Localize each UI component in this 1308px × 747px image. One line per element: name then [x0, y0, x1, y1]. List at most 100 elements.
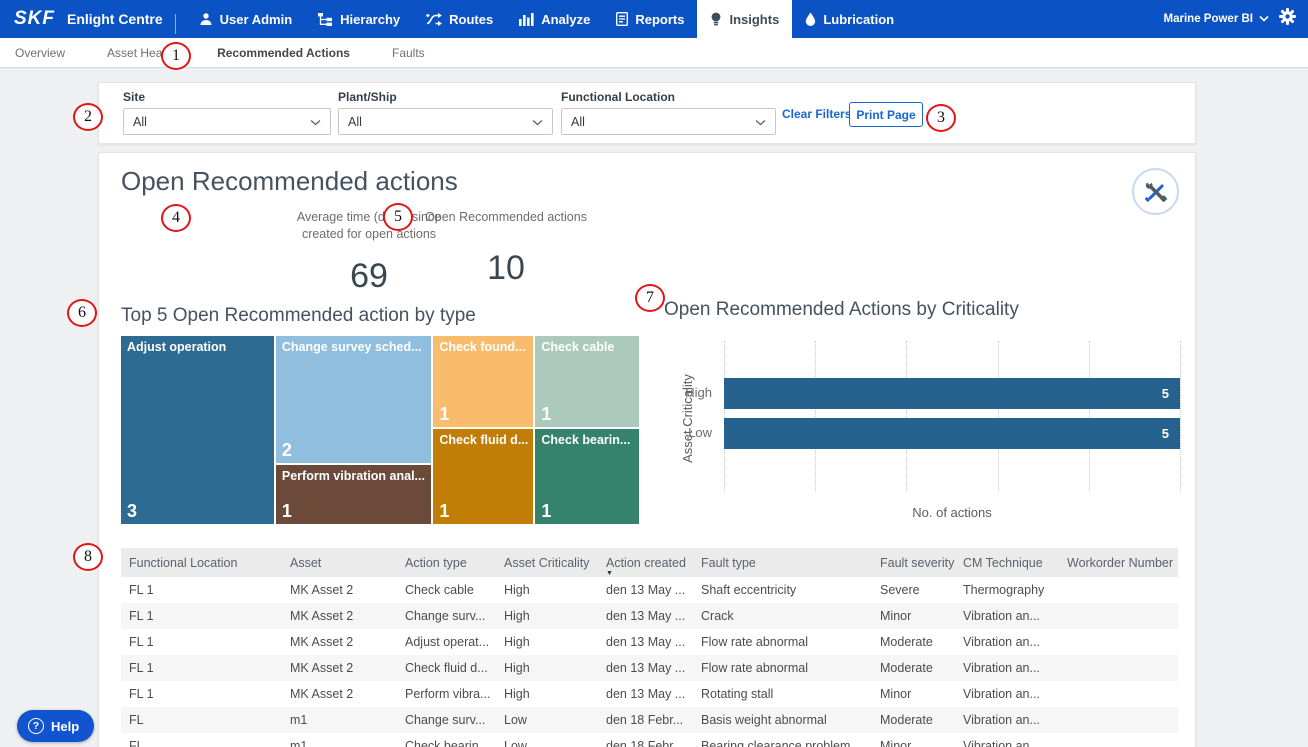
- treemap-block-check-bearin[interactable]: Check bearin...1: [535, 429, 639, 524]
- treemap-block-check-found[interactable]: Check found...1: [433, 336, 533, 427]
- bar-high[interactable]: 5: [724, 378, 1180, 409]
- help-button[interactable]: ? Help: [17, 710, 94, 742]
- tab-recommended-actions[interactable]: Recommended Actions: [203, 46, 364, 60]
- chevron-down-icon: [1259, 13, 1269, 25]
- kpi-open-actions-value: 10: [391, 249, 621, 288]
- table-cell: [1059, 733, 1178, 747]
- nav-divider: [175, 14, 176, 34]
- table-cell: den 13 May ...: [598, 655, 693, 681]
- treemap-block-perform-vibration-anal[interactable]: Perform vibration anal...1: [276, 465, 431, 524]
- column-header-action-created[interactable]: Action created▼: [598, 548, 693, 577]
- plant-ship-filter-select[interactable]: All: [338, 108, 553, 135]
- table-cell: Low: [496, 707, 598, 733]
- table-row[interactable]: FL 1MK Asset 2Check cableHighden 13 May …: [121, 577, 1178, 603]
- table-cell: Minor: [872, 681, 955, 707]
- table-cell: FL 1: [121, 629, 282, 655]
- table-row[interactable]: FL 1MK Asset 2Adjust operat...Highden 13…: [121, 629, 1178, 655]
- open-recommended-actions-panel: Open Recommended actions Average time (d…: [98, 152, 1196, 747]
- nav-item-lubrication[interactable]: Lubrication: [792, 0, 907, 38]
- table-row[interactable]: FL 1MK Asset 2Change surv...Highden 13 M…: [121, 603, 1178, 629]
- question-mark-icon: ?: [28, 718, 44, 734]
- functional-location-filter-label: Functional Location: [561, 90, 675, 104]
- table-cell: Basis weight abnormal: [693, 707, 872, 733]
- table-cell: Check fluid d...: [397, 655, 496, 681]
- table-cell: MK Asset 2: [282, 603, 397, 629]
- table-cell: Check bearin...: [397, 733, 496, 747]
- column-header-action-type[interactable]: Action type: [397, 548, 496, 577]
- column-header-asset-criticality[interactable]: Asset Criticality: [496, 548, 598, 577]
- treemap-block-label: Change survey sched...: [282, 340, 427, 354]
- nav-menu: User Admin HierarchyRoutesAnalyzeReports I…: [186, 0, 907, 38]
- nav-item-label: User Admin: [220, 12, 292, 27]
- brand-area: SKF Enlight Centre: [0, 0, 186, 38]
- annotation-circle-2: 2: [73, 103, 103, 131]
- column-header-functional-location[interactable]: Functional Location: [121, 548, 282, 577]
- table-cell: m1: [282, 733, 397, 747]
- annotation-circle-8: 8: [73, 543, 103, 571]
- treemap-block-change-survey-sched[interactable]: Change survey sched... 2: [276, 336, 431, 463]
- table-row[interactable]: FLm1Check bearin...Lowden 18 Febr...Bear…: [121, 733, 1178, 747]
- treemap-block-value: 1: [439, 501, 449, 522]
- table-cell: Vibration an...: [955, 629, 1059, 655]
- treemap-block-check-cable[interactable]: Check cable1: [535, 336, 639, 427]
- table-row[interactable]: FLm1Change surv...Lowden 18 Febr...Basis…: [121, 707, 1178, 733]
- table-cell: Rotating stall: [693, 681, 872, 707]
- user-icon: [199, 12, 213, 26]
- tab-overview[interactable]: Overview: [1, 46, 79, 60]
- column-header-fault-severity[interactable]: Fault severity: [872, 548, 955, 577]
- help-label: Help: [51, 719, 79, 734]
- clear-filters-link[interactable]: Clear Filters: [782, 96, 851, 132]
- column-header-asset[interactable]: Asset: [282, 548, 397, 577]
- table-cell: Vibration an...: [955, 603, 1059, 629]
- barchart-plot: 5High5Low: [724, 341, 1180, 491]
- page-title: Open Recommended actions: [121, 166, 458, 197]
- gear-icon[interactable]: [1279, 8, 1296, 30]
- table-cell: Thermography: [955, 577, 1059, 603]
- table-header-row: Functional LocationAssetAction typeAsset…: [121, 548, 1178, 577]
- table-cell: High: [496, 603, 598, 629]
- treemap-block-value: 1: [439, 404, 449, 425]
- table-cell: Moderate: [872, 707, 955, 733]
- tab-faults[interactable]: Faults: [378, 46, 439, 60]
- nav-item-routes[interactable]: Routes: [413, 0, 506, 38]
- treemap-title: Top 5 Open Recommended action by type: [121, 305, 476, 327]
- table-row[interactable]: FL 1MK Asset 2Check fluid d...Highden 13…: [121, 655, 1178, 681]
- table-cell: FL 1: [121, 577, 282, 603]
- print-page-button[interactable]: Print Page: [849, 102, 923, 127]
- bar-low[interactable]: 5: [724, 418, 1180, 449]
- treemap-block-adjust-operation[interactable]: Adjust operation3: [121, 336, 274, 524]
- routes-icon: [426, 13, 442, 26]
- functional-location-filter-select[interactable]: All: [561, 108, 776, 135]
- table-row[interactable]: FL 1MK Asset 2Perform vibra...Highden 13…: [121, 681, 1178, 707]
- nav-item-insights[interactable]: Insights: [697, 0, 792, 38]
- nav-item-label: Insights: [729, 12, 779, 27]
- treemap-block-value: 1: [282, 501, 292, 522]
- app-title: Enlight Centre: [67, 11, 163, 27]
- kpi-open-actions-label: Open Recommended actions: [391, 209, 621, 226]
- annotation-circle-1: 1: [161, 42, 191, 70]
- column-header-fault-type[interactable]: Fault type: [693, 548, 872, 577]
- nav-item-reports[interactable]: Reports: [603, 0, 697, 38]
- chevron-down-icon: [755, 115, 766, 129]
- insights-icon: [710, 12, 722, 27]
- treemap-block-value: 2: [282, 440, 292, 461]
- workspace-selector[interactable]: Marine Power BI: [1164, 13, 1269, 25]
- x-gridline: [1089, 341, 1090, 491]
- annotation-circle-5: 5: [383, 203, 413, 231]
- kpi-open-actions: Open Recommended actions 10: [391, 209, 621, 288]
- tools-icon[interactable]: [1132, 168, 1179, 215]
- nav-item-analyze[interactable]: Analyze: [506, 0, 603, 38]
- column-header-cm-technique[interactable]: CM Technique: [955, 548, 1059, 577]
- table-cell: Minor: [872, 733, 955, 747]
- site-filter-select[interactable]: All: [123, 108, 331, 135]
- table-cell: [1059, 577, 1178, 603]
- column-header-workorder-number[interactable]: Workorder Number: [1059, 548, 1178, 577]
- treemap-block-check-fluid-d[interactable]: Check fluid d...1: [433, 429, 533, 524]
- annotation-circle-4: 4: [161, 204, 191, 232]
- nav-item-user-admin[interactable]: User Admin: [186, 0, 305, 38]
- table-cell: MK Asset 2: [282, 629, 397, 655]
- table-cell: m1: [282, 707, 397, 733]
- sort-desc-icon: ▼: [606, 570, 613, 577]
- nav-item-hierarchy[interactable]: Hierarchy: [305, 0, 413, 38]
- table-cell: Perform vibra...: [397, 681, 496, 707]
